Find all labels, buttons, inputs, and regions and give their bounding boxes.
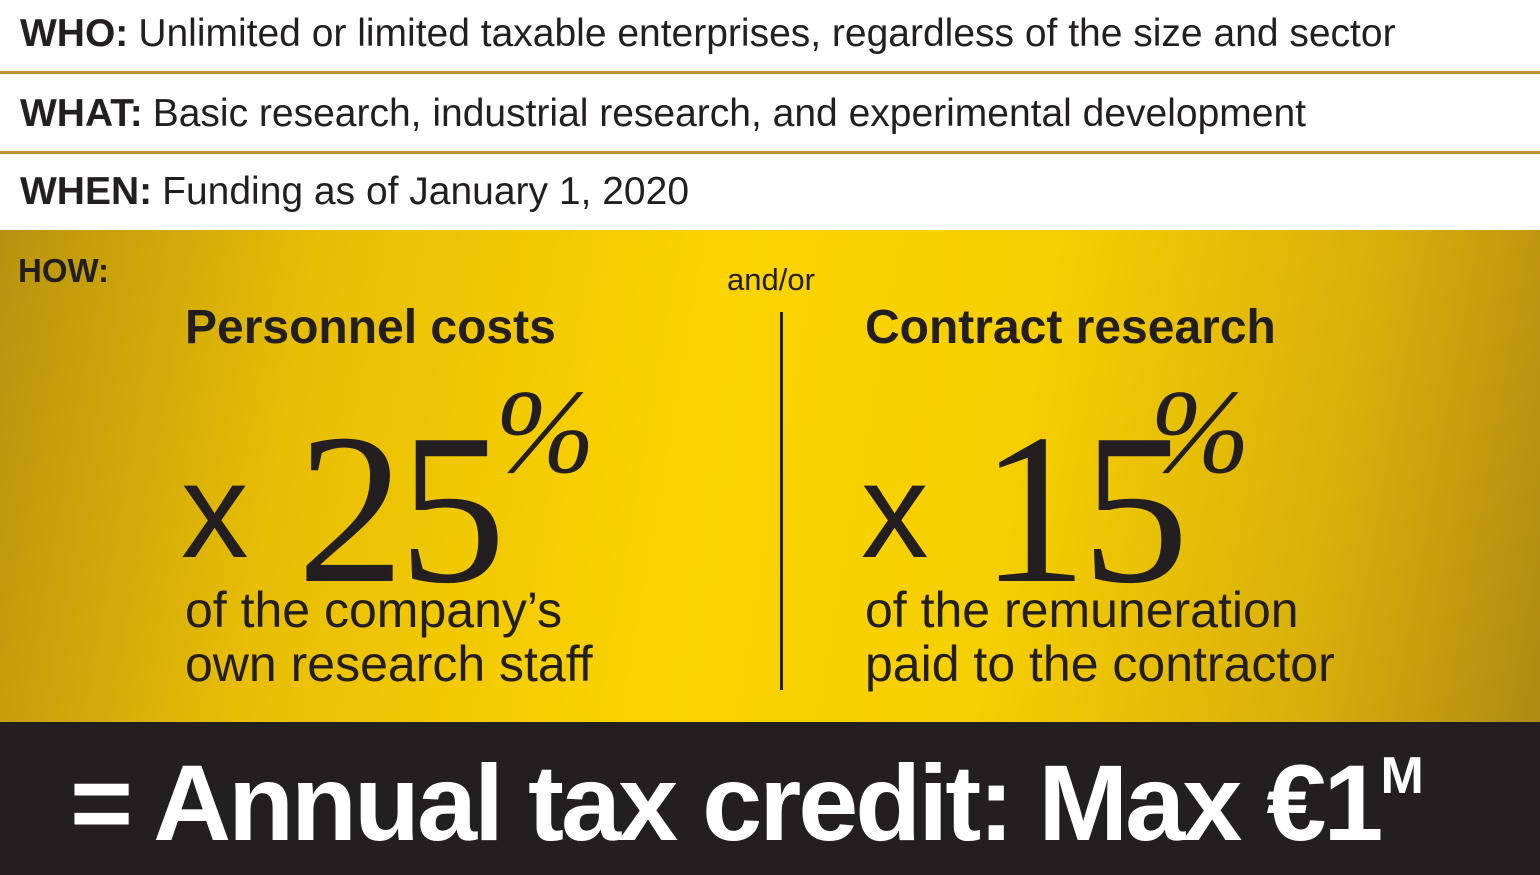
rate: 15 [980,389,1189,628]
description-line: paid to the contractor [865,636,1335,692]
connector: and/or [727,262,815,297]
description-line: own research staff [185,636,593,692]
option-heading: Contract research [865,301,1276,354]
description: of the company’s own research staff [185,583,593,691]
rate: 25 [297,389,506,628]
how-label: HOW: [18,252,110,289]
footer-main: = Annual tax credit: Max €1 [70,742,1383,863]
divider [780,312,783,690]
when-row: WHEN: Funding as of January 1, 2020 [0,170,1540,214]
option: Contract research x 15 % of the remunera… [861,300,1335,691]
description-line: of the remuneration [865,582,1299,638]
how-panel: HOW: and/or Personnel costs x 25 % of th… [0,230,1540,722]
row-label: WHEN: [20,170,153,213]
who-row: WHO: Unlimited or limited taxable enterpr… [0,12,1540,56]
multiplier: x [181,435,249,586]
description-line: of the company’s [185,582,563,638]
row-text: Basic research, industrial research, and… [152,92,1306,135]
what-row: WHAT: Basic research, industrial research… [0,92,1540,136]
footer-superscript: M [1380,747,1424,805]
unit: % [1150,365,1250,498]
row-text: Unlimited or limited taxable enterprises… [138,12,1396,55]
footer-text: = Annual tax credit: Max €1M [70,740,1424,865]
row-label: WHO: [20,12,129,55]
rate-block: x 15 % [861,355,1335,628]
description: of the remuneration paid to the contract… [865,583,1335,691]
multiplier: x [861,435,929,586]
option: Personnel costs x 25 % of the company’s … [181,300,595,691]
option-heading: Personnel costs [185,301,556,354]
footer: = Annual tax credit: Max €1M [0,722,1540,875]
rate-block: x 25 % [181,355,595,628]
row-label: WHAT: [20,92,143,135]
unit: % [495,365,595,498]
rule [0,71,1540,74]
rule [0,151,1540,154]
row-text: Funding as of January 1, 2020 [162,170,690,213]
